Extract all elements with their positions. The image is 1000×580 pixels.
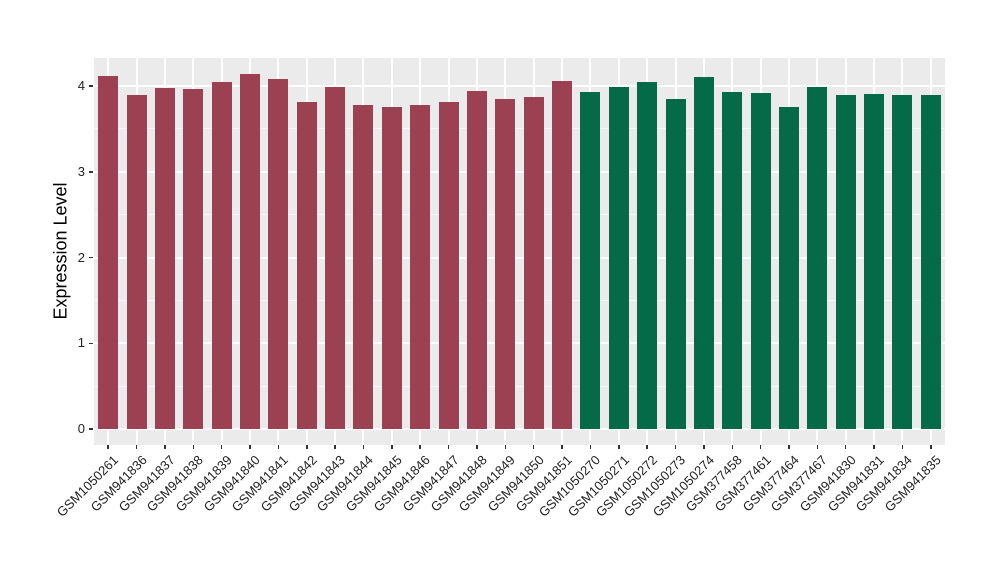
y-tick-mark (89, 428, 93, 430)
gridline-major (94, 85, 945, 87)
x-tick-mark (220, 445, 223, 449)
bar-GSM377464 (778, 106, 799, 429)
x-tick-mark (674, 445, 677, 449)
bar-GSM941840 (240, 73, 261, 429)
x-tick-mark (476, 445, 478, 449)
bar-GSM941844 (353, 104, 374, 429)
bar-GSM1050273 (665, 98, 686, 429)
y-tick-label: 2 (77, 249, 85, 265)
x-tick-mark (703, 445, 705, 449)
gridline-minor (94, 214, 945, 216)
bar-GSM1050274 (693, 77, 714, 429)
bar-GSM941845 (381, 106, 402, 429)
bar-GSM941847 (438, 102, 459, 429)
y-tick-mark (89, 171, 93, 173)
x-tick-mark (249, 445, 251, 449)
y-tick-label: 3 (77, 163, 85, 179)
gridline-major (94, 170, 945, 173)
bar-GSM941831 (864, 93, 885, 429)
bar-GSM941839 (211, 81, 232, 429)
bar-GSM941836 (126, 95, 147, 429)
bar-GSM941838 (183, 89, 204, 429)
bar-GSM941835 (920, 94, 941, 429)
x-tick-mark (901, 445, 904, 449)
bar-GSM941849 (495, 98, 516, 429)
x-tick-mark (816, 445, 819, 449)
bar-GSM941842 (296, 102, 317, 429)
plot-panel (94, 58, 945, 445)
y-tick-mark (89, 256, 93, 259)
x-tick-mark (589, 445, 592, 449)
gridline-minor (94, 385, 945, 387)
gridline-major (94, 256, 945, 259)
bar-GSM941834 (892, 95, 913, 429)
gridline-minor (94, 299, 945, 301)
x-tick-mark (873, 445, 875, 449)
bar-GSM377467 (807, 86, 828, 429)
x-tick-mark (107, 445, 109, 449)
x-tick-mark (532, 445, 535, 449)
y-tick-mark (89, 342, 93, 344)
x-tick-mark (504, 445, 507, 449)
x-tick-mark (930, 445, 932, 449)
bar-GSM1050261 (98, 75, 119, 429)
bar-GSM941848 (466, 91, 487, 429)
bar-GSM941841 (268, 79, 289, 429)
y-tick-label: 1 (77, 335, 85, 351)
bar-GSM941830 (835, 94, 856, 429)
x-tick-mark (362, 445, 365, 449)
x-tick-mark (334, 445, 336, 449)
gridline-major (94, 428, 945, 430)
x-tick-mark (731, 445, 733, 449)
x-tick-mark (646, 445, 648, 449)
x-tick-mark (306, 445, 308, 449)
bar-GSM1050271 (608, 86, 629, 429)
gridline-minor (94, 128, 945, 130)
x-tick-mark (561, 445, 563, 449)
x-tick-mark (447, 445, 450, 449)
bar-GSM1050270 (580, 92, 601, 429)
gridline-major (94, 342, 945, 345)
x-tick-mark (164, 445, 166, 449)
x-tick-mark (844, 445, 847, 449)
x-tick-mark (618, 445, 620, 449)
x-tick-mark (277, 445, 280, 449)
bar-GSM941851 (552, 80, 573, 429)
x-tick-mark (759, 445, 762, 449)
bar-GSM941843 (325, 86, 346, 429)
bar-GSM941850 (523, 97, 544, 429)
bar-GSM1050272 (637, 81, 658, 429)
x-tick-mark (391, 445, 393, 449)
x-tick-mark (788, 445, 790, 449)
bar-GSM377458 (722, 92, 743, 429)
y-tick-label: 0 (77, 421, 85, 436)
x-tick-mark (419, 445, 421, 449)
bar-GSM377461 (750, 92, 771, 429)
x-tick-mark (135, 445, 138, 449)
bar-GSM941846 (410, 104, 431, 429)
y-tick-mark (89, 85, 93, 87)
bar-GSM941837 (154, 87, 175, 429)
y-tick-label: 4 (77, 78, 85, 93)
x-tick-mark (192, 445, 195, 449)
